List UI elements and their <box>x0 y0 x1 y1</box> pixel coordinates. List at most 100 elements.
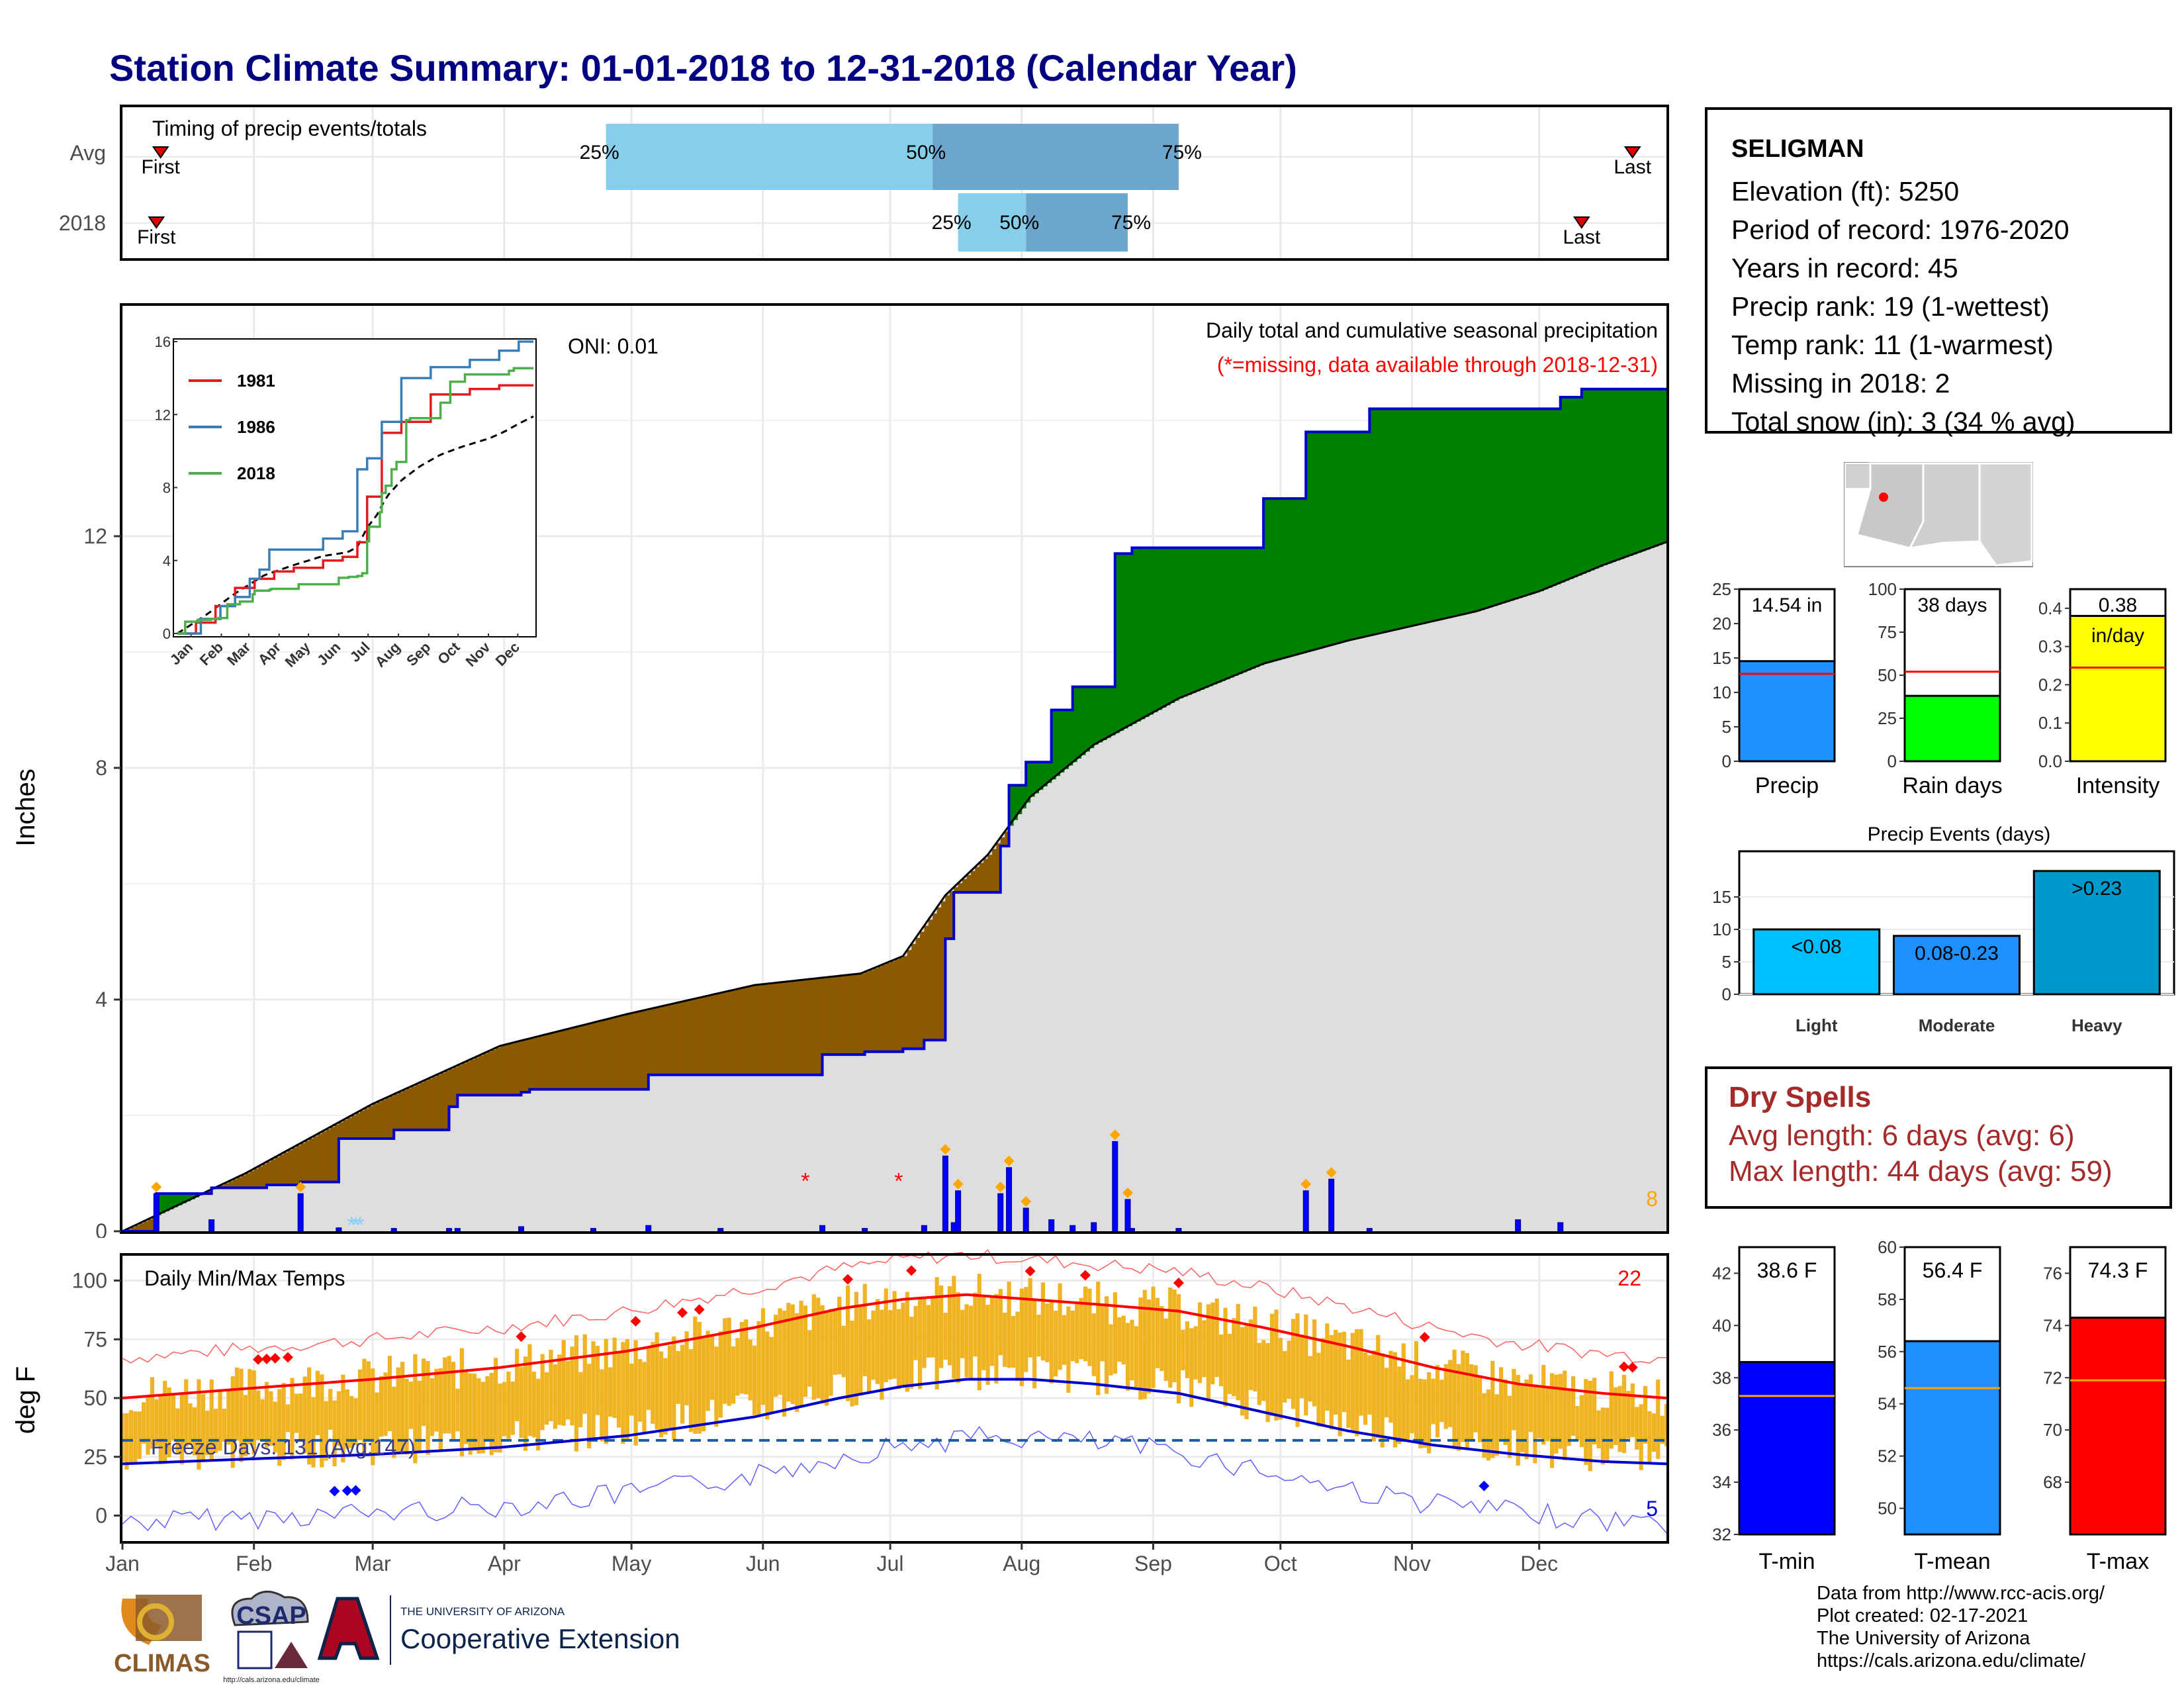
page-title: Station Climate Summary: 01-01-2018 to 1… <box>109 47 1297 89</box>
precip-departure-fill <box>457 1065 463 1096</box>
precip-departure-fill <box>737 988 743 1075</box>
precip-departure-fill <box>1293 498 1298 656</box>
daily-temp-bar <box>591 1341 596 1440</box>
daily-temp-bar <box>1456 1364 1461 1451</box>
precip-departure-fill <box>355 1113 361 1139</box>
precip-departure-fill <box>410 1086 416 1130</box>
daily-temp-bar <box>1482 1393 1486 1458</box>
precip-departure-fill <box>635 1011 641 1090</box>
precip-departure-fill <box>1450 408 1455 618</box>
precip-departure-fill <box>1560 397 1565 583</box>
daily-temp-bar <box>1003 1313 1007 1367</box>
stat-bar-category-label: Intensity <box>2076 773 2160 798</box>
daily-temp-bar <box>1643 1385 1648 1444</box>
daily-temp-bar <box>553 1364 557 1429</box>
stat-bar-value-label: 38 days <box>1917 594 1987 616</box>
precip-departure-fill <box>148 1219 153 1231</box>
daily-temp-bar <box>205 1410 210 1455</box>
precip-departure-fill <box>1276 498 1281 661</box>
daily-temp-bar <box>375 1392 379 1454</box>
precip-departure-fill <box>1361 432 1366 638</box>
precip-departure-fill <box>996 843 1001 893</box>
record-high-marker <box>269 1352 281 1364</box>
daily-temp-bar <box>587 1364 592 1448</box>
daily-temp-bar <box>565 1361 570 1420</box>
precip-departure-fill <box>406 1088 412 1130</box>
precip-departure-fill <box>287 1150 293 1185</box>
precip-departure-fill <box>1543 408 1549 590</box>
daily-temp-bar <box>1537 1385 1541 1438</box>
daily-temp-bar <box>1134 1326 1139 1387</box>
precip-departure-fill <box>606 1019 611 1090</box>
daily-temp-bar <box>1512 1368 1516 1430</box>
precip-departure-fill <box>966 874 972 893</box>
precip-departure-fill <box>1590 389 1595 571</box>
stat-bar-ytick-label: 20 <box>1712 614 1731 633</box>
precip-departure-fill <box>933 914 938 1041</box>
daily-temp-bar <box>582 1334 587 1414</box>
daily-temp-bar <box>1066 1306 1071 1393</box>
precip-departure-fill <box>232 1179 238 1188</box>
stat-bar-unit-label: in/day <box>2091 625 2144 647</box>
precip-departure-fill <box>741 988 747 1075</box>
precip-departure-fill <box>1242 547 1248 673</box>
precip-departure-fill <box>1607 389 1612 564</box>
events-category-label: Moderate <box>1919 1015 1995 1035</box>
precip-departure-fill <box>1412 408 1417 626</box>
daily-temp-bar <box>1477 1375 1482 1442</box>
station-years: Years in record: 45 <box>1731 253 1958 283</box>
daily-temp-bar <box>574 1335 578 1452</box>
daily-precip-bar <box>446 1228 453 1232</box>
temp-ytick-label: 0 <box>95 1504 107 1528</box>
stat-bar-ytick-label: 0.4 <box>2038 598 2062 618</box>
daily-temp-bar <box>485 1376 490 1441</box>
precip-departure-fill <box>258 1166 263 1188</box>
precip-departure-fill <box>941 901 946 1041</box>
timing-first-marker <box>152 146 169 159</box>
daily-temp-bar <box>1338 1333 1342 1436</box>
daily-temp-bar <box>1579 1395 1584 1448</box>
daily-precip-bar <box>942 1155 948 1232</box>
precip-departure-fill <box>428 1078 433 1130</box>
temp-ytick-label: 75 <box>83 1327 107 1351</box>
daily-temp-bar <box>892 1291 897 1379</box>
daily-temp-bar <box>230 1376 235 1468</box>
precip-departure-fill <box>402 1090 408 1130</box>
timing-panel: Timing of precip events/totals Avg 2018 … <box>59 105 1669 261</box>
daily-temp-bar <box>494 1358 498 1452</box>
daily-temp-bar <box>1163 1318 1168 1382</box>
daily-precip-bar <box>997 1193 1004 1232</box>
daily-temp-bar <box>1240 1327 1245 1416</box>
daily-temp-bar <box>1058 1283 1062 1370</box>
precip-departure-fill <box>1501 408 1506 604</box>
precip-departure-fill <box>784 982 789 1075</box>
daily-temp-bar <box>642 1362 647 1433</box>
ua-big-text: Cooperative Extension <box>400 1623 680 1654</box>
daily-temp-bar <box>1367 1355 1372 1415</box>
timing-q75-label: 75% <box>1162 142 1202 164</box>
daily-record-marker <box>1021 1196 1032 1207</box>
temp-stat-ytick-label: 60 <box>1878 1237 1897 1257</box>
precip-departure-fill <box>326 1129 331 1182</box>
temp-stat-value-label: 56.4 F <box>1923 1258 1983 1282</box>
precip-departure-fill <box>224 1183 229 1188</box>
precip-departure-fill <box>843 975 848 1055</box>
precip-departure-fill <box>1038 762 1044 790</box>
record-high-marker <box>253 1354 264 1365</box>
temp-stat-bar-T-mean <box>1903 1340 2001 1536</box>
precip-departure-fill <box>813 978 819 1075</box>
credits-line-4: https://cals.arizona.edu/climate/ <box>1817 1650 2086 1671</box>
precip-departure-fill <box>958 883 963 893</box>
daily-temp-bar <box>1232 1318 1236 1397</box>
precip-departure-fill <box>135 1225 140 1231</box>
precip-departure-fill <box>330 1127 336 1182</box>
precip-departure-fill <box>627 1013 632 1090</box>
precip-departure-fill <box>1216 547 1222 683</box>
daily-precip-bar <box>1328 1178 1335 1232</box>
daily-temp-bar <box>841 1325 846 1378</box>
precip-departure-fill <box>1628 389 1633 556</box>
credits: Data from http://www.rcc-acis.org/ Plot … <box>1817 1582 2105 1672</box>
station-info-box: SELIGMAN Elevation (ft): 5250 Period of … <box>1705 107 2172 437</box>
precip-departure-fill <box>695 998 700 1075</box>
daily-temp-bar <box>422 1358 426 1427</box>
